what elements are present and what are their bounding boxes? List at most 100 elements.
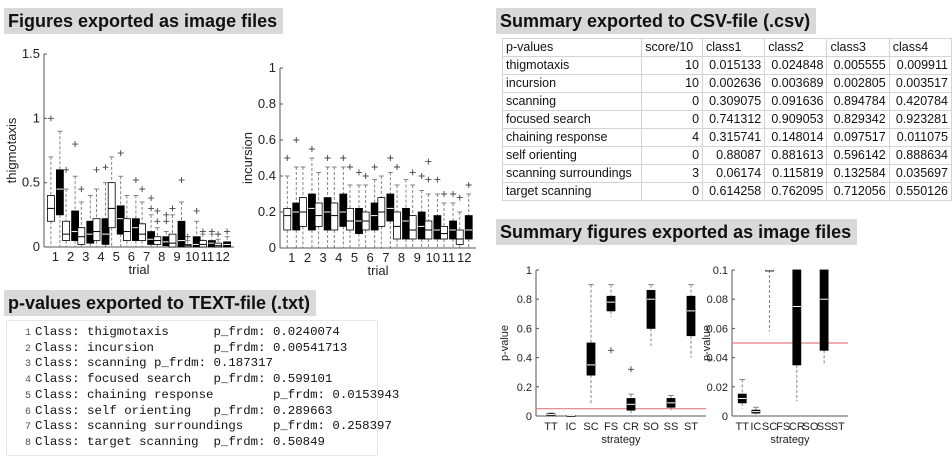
- value-cell: 0.888634: [888, 146, 952, 165]
- y-tick-label: 0.1: [713, 265, 728, 277]
- value-cell: class3: [826, 38, 890, 57]
- x-tick-label: SS: [817, 421, 832, 433]
- table-row: chaining response 4 0.315741 0.148014 0.0975…: [501, 128, 952, 147]
- text-line: 3 Class: scanning p_frdm: 0.187317: [17, 356, 273, 373]
- outlier-marker: [308, 146, 315, 152]
- text-line: 1 Class: thigmotaxis p_frdm: 0.0240074: [17, 325, 340, 342]
- outlier-marker: [78, 186, 85, 193]
- x-tick-label: SC: [583, 421, 598, 433]
- x-tick-label: 9: [173, 249, 180, 264]
- y-axis-label: p-value: [701, 325, 713, 361]
- row-label-cell: scanning surroundings: [501, 164, 643, 183]
- x-tick-label: 5: [351, 250, 358, 265]
- outlier-marker: [63, 166, 70, 173]
- row-label-cell: focused search: [501, 110, 643, 129]
- box: [168, 233, 177, 248]
- outlier-marker: [169, 205, 176, 212]
- outlier-marker: [163, 211, 170, 218]
- outlier-marker: [102, 164, 109, 171]
- x-tick-label: FS: [776, 421, 790, 433]
- outlier-marker: [465, 182, 472, 188]
- row-label-cell: target scanning: [501, 182, 643, 201]
- line-number: 2: [24, 343, 31, 355]
- value-cell: 10: [641, 74, 704, 93]
- value-cell: 0.132584: [826, 164, 890, 183]
- outlier-marker: [117, 150, 124, 157]
- value-cell: 0.024848: [764, 56, 828, 75]
- table-row: scanning surroundings 3 0.06174 0.115819 0.1…: [501, 164, 952, 183]
- outlier-marker: [178, 177, 185, 184]
- x-tick-label: IC: [750, 421, 761, 433]
- y-tick-label: 0.8: [517, 294, 532, 306]
- outlier-marker: [425, 158, 432, 165]
- value-cell: class4: [888, 38, 952, 57]
- box: [77, 227, 86, 245]
- text-line: 7 Class: scanning surroundings p_frdm: 0.…: [17, 419, 392, 436]
- text-line: 8 Class: target scanning p_frdm: 0.50849: [17, 435, 325, 452]
- x-tick-label: 7: [382, 250, 389, 265]
- value-cell: class2: [764, 38, 828, 57]
- outlier-marker: [154, 218, 161, 225]
- value-cell: 0.315741: [702, 128, 766, 147]
- box: [586, 342, 596, 376]
- box: [408, 215, 417, 240]
- outlier-marker: [324, 155, 331, 161]
- box: [177, 220, 186, 248]
- box: [792, 269, 802, 366]
- outlier-marker: [418, 173, 425, 179]
- x-tick-label: FS: [604, 421, 618, 433]
- y-tick-label: 0.06: [707, 323, 728, 335]
- x-tick-label: 8: [158, 249, 165, 264]
- y-tick-label: 1: [269, 60, 276, 75]
- row-label-cell: self orienting: [501, 146, 643, 165]
- value-cell: 0.309075: [702, 92, 766, 111]
- box: [646, 290, 656, 329]
- box: [402, 207, 410, 240]
- box: [107, 182, 116, 229]
- x-tick-label: 7: [143, 249, 150, 264]
- value-cell: 0.829342: [826, 110, 890, 129]
- y-tick-label: 0: [33, 239, 40, 254]
- box: [123, 218, 131, 241]
- outlier-marker: [139, 186, 146, 193]
- box: [346, 207, 354, 231]
- row-label-cell: chaining response: [501, 128, 643, 147]
- y-tick-label: 0.08: [707, 294, 728, 306]
- value-cell: 0.005555: [826, 56, 890, 75]
- box: [330, 202, 339, 231]
- x-tick-label: 6: [367, 250, 374, 265]
- y-tick-label: 0: [269, 240, 276, 255]
- outlier-marker: [608, 347, 614, 354]
- x-tick-label: 5: [113, 249, 120, 264]
- x-tick-label: SS: [664, 421, 679, 433]
- value-cell: 4: [641, 128, 704, 147]
- x-tick-label: 3: [320, 250, 327, 265]
- summary-figures-heading: Summary figures exported as image files: [496, 219, 858, 245]
- y-tick-label: 0: [526, 411, 532, 423]
- box: [686, 295, 696, 337]
- box: [292, 202, 301, 231]
- outlier-marker: [72, 141, 79, 148]
- outlier-marker: [394, 164, 401, 170]
- table-row: target scanning 0 0.614258 0.762095 0.712056…: [501, 182, 952, 201]
- value-cell: 0.741312: [702, 110, 766, 129]
- value-cell: 3: [641, 164, 704, 183]
- line-text: Class: scanning surroundings p_frdm: 0.2…: [35, 419, 392, 434]
- row-label-cell: incursion: [501, 74, 643, 93]
- outlier-marker: [434, 176, 441, 183]
- line-text: Class: self orienting p_frdm: 0.289663: [35, 403, 333, 418]
- value-cell: 0.002805: [826, 74, 890, 93]
- y-tick-label: 0.02: [707, 382, 728, 394]
- line-number: 6: [24, 406, 31, 418]
- csv-summary-table: p-values score/10 class1 class2 class3 class4…: [501, 38, 952, 201]
- x-axis-label: trial: [129, 262, 150, 277]
- row-label-cell: scanning: [501, 92, 643, 111]
- box: [464, 215, 473, 240]
- x-tick-label: 12: [215, 249, 229, 264]
- x-tick-label: ST: [684, 421, 698, 433]
- outlier-marker: [628, 366, 634, 373]
- box: [386, 193, 395, 222]
- table-row: incursion 10 0.002636 0.003689 0.002805 0.003…: [501, 74, 952, 93]
- box: [308, 193, 316, 231]
